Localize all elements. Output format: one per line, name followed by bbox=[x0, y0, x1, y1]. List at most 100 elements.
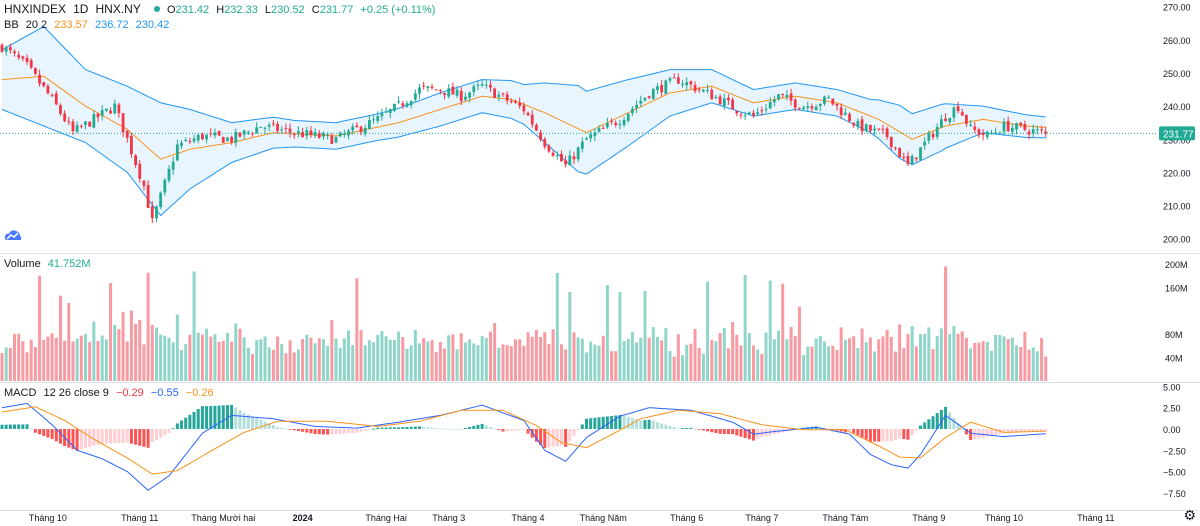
logo-cloud-icon[interactable] bbox=[4, 228, 22, 242]
macd-hist-bar bbox=[935, 413, 939, 429]
volume-bar bbox=[893, 351, 897, 381]
candle-body bbox=[113, 103, 117, 114]
high-value: 232.33 bbox=[224, 4, 258, 16]
volume-bar bbox=[668, 351, 672, 381]
macd-hist-bar bbox=[0, 424, 4, 429]
volume-bar bbox=[647, 337, 651, 381]
macd-hist-bar bbox=[121, 428, 125, 443]
bb-lower-line bbox=[1, 102, 1046, 217]
macd-hist-bar bbox=[501, 428, 505, 432]
volume-bar bbox=[359, 330, 363, 381]
macd-hist-bar bbox=[505, 428, 509, 432]
macd-hist-bar bbox=[46, 428, 50, 438]
macd-hist-bar bbox=[555, 428, 559, 447]
candle-body bbox=[384, 111, 388, 113]
macd-hist-bar bbox=[459, 428, 463, 430]
volume-legend[interactable]: Volume 41.752M bbox=[4, 257, 95, 271]
volume-bar bbox=[388, 339, 392, 381]
macd-hist-bar bbox=[664, 424, 668, 429]
volume-bar bbox=[451, 334, 455, 381]
macd-hist-bar bbox=[910, 428, 914, 435]
volume-bar bbox=[372, 342, 376, 381]
macd-hist-bar bbox=[593, 417, 597, 429]
macd-hist-bar bbox=[205, 406, 209, 429]
candle-body bbox=[59, 105, 62, 114]
candle-body bbox=[317, 133, 321, 138]
volume-bar bbox=[681, 355, 685, 381]
macd-hist-bar bbox=[1010, 428, 1014, 433]
volume-bar bbox=[100, 335, 104, 381]
volume-bar bbox=[493, 323, 497, 381]
volume-bar bbox=[380, 331, 384, 381]
volume-bar bbox=[994, 334, 998, 381]
macd-hist-bar bbox=[589, 418, 593, 429]
volume-bar bbox=[827, 346, 831, 381]
candle-body bbox=[877, 128, 881, 130]
candle-body bbox=[221, 137, 225, 143]
candle-body bbox=[401, 103, 405, 106]
macd-hist-bar bbox=[330, 428, 334, 435]
candle-body bbox=[702, 89, 705, 92]
macd-hist-bar bbox=[685, 428, 689, 429]
candle-body bbox=[234, 132, 238, 143]
volume-bar bbox=[150, 324, 154, 381]
volume-bar bbox=[1006, 339, 1010, 381]
macd-hist-bar bbox=[1015, 428, 1019, 433]
volume-bar bbox=[852, 336, 856, 381]
volume-bar bbox=[301, 339, 305, 381]
time-axis-label: Tháng Hai bbox=[365, 513, 407, 523]
candle-body bbox=[601, 127, 605, 129]
volume-bar bbox=[434, 352, 438, 381]
macd-hist-bar bbox=[384, 427, 388, 429]
volume-bar bbox=[192, 271, 196, 381]
volume-bar bbox=[522, 345, 526, 381]
candle-body bbox=[505, 94, 509, 101]
volume-bar bbox=[38, 275, 42, 381]
macd-hist-bar bbox=[994, 428, 998, 435]
volume-bar bbox=[514, 339, 518, 381]
macd-hist-bar bbox=[100, 428, 104, 444]
interval-label[interactable]: 1D bbox=[73, 2, 89, 16]
candle-body bbox=[29, 60, 33, 68]
candle-body bbox=[869, 125, 872, 131]
volume-bar bbox=[1023, 331, 1027, 381]
volume-bar bbox=[797, 306, 801, 381]
volume-bar bbox=[167, 337, 171, 381]
macd-hist-bar bbox=[276, 427, 280, 429]
macd-name: MACD bbox=[4, 387, 37, 399]
settings-gear-icon[interactable]: ⚙ bbox=[1183, 507, 1196, 523]
volume-bar bbox=[764, 332, 768, 381]
macd-hist-bar bbox=[597, 417, 601, 429]
macd-hist-bar bbox=[438, 428, 442, 430]
macd-hist-bar bbox=[639, 420, 643, 429]
macd-legend[interactable]: MACD 12 26 close 9 −0.29 −0.55 −0.26 bbox=[4, 386, 218, 400]
symbol-name[interactable]: HNXINDEX bbox=[4, 2, 67, 16]
volume-bar bbox=[401, 337, 405, 381]
candle-body bbox=[476, 84, 480, 86]
candle-body bbox=[17, 54, 21, 58]
volume-bar bbox=[1031, 347, 1035, 381]
candle-body bbox=[1044, 131, 1048, 134]
candle-body bbox=[209, 133, 213, 135]
macd-hist-bar bbox=[463, 427, 467, 429]
macd-hist-bar bbox=[217, 405, 221, 429]
candle-body bbox=[827, 97, 831, 99]
bb-upper-line bbox=[1, 25, 1046, 124]
macd-hist-bar bbox=[242, 412, 246, 429]
candle-body bbox=[977, 129, 981, 136]
candle-body bbox=[656, 86, 659, 90]
bb-legend[interactable]: BB 20 2 233.57 236.72 230.42 bbox=[4, 18, 173, 32]
candle-body bbox=[910, 155, 914, 165]
volume-bar bbox=[146, 272, 150, 381]
candle-body bbox=[242, 130, 246, 135]
macd-hist-bar bbox=[129, 428, 133, 444]
volume-bar bbox=[655, 336, 659, 381]
volume-bar bbox=[789, 327, 793, 381]
volume-bar bbox=[960, 331, 964, 381]
macd-hist-bar bbox=[864, 428, 868, 440]
volume-bar bbox=[956, 333, 960, 381]
volume-bar bbox=[42, 339, 46, 381]
macd-hist-bar bbox=[296, 428, 300, 432]
volume-bar bbox=[54, 337, 58, 381]
